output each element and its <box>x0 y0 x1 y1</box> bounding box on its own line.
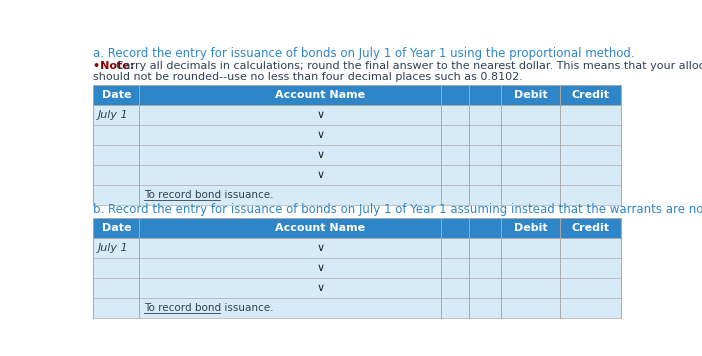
Text: To record bond issuance.: To record bond issuance. <box>144 303 273 313</box>
Text: Debit: Debit <box>514 223 548 233</box>
Bar <box>93 85 621 105</box>
Text: should not be rounded--use no less than four decimal places such as 0.8102.: should not be rounded--use no less than … <box>93 72 523 82</box>
Bar <box>93 298 621 318</box>
Text: ∨: ∨ <box>317 263 324 273</box>
Text: b. Record the entry for issuance of bonds on July 1 of Year 1 assuming instead t: b. Record the entry for issuance of bond… <box>93 203 702 216</box>
Bar <box>93 145 621 165</box>
Text: ∨: ∨ <box>317 150 324 160</box>
Bar <box>93 185 621 205</box>
Text: •Note:: •Note: <box>93 61 138 70</box>
Text: a. Record the entry for issuance of bonds on July 1 of Year 1 using the proporti: a. Record the entry for issuance of bond… <box>93 47 635 60</box>
Text: ∨: ∨ <box>317 130 324 140</box>
Text: ∨: ∨ <box>317 243 324 253</box>
Text: Account Name: Account Name <box>275 223 366 233</box>
Bar <box>93 125 621 145</box>
Text: ∨: ∨ <box>317 110 324 120</box>
Text: Credit: Credit <box>571 90 609 100</box>
Text: ∨: ∨ <box>317 283 324 293</box>
Text: Account Name: Account Name <box>275 90 366 100</box>
Bar <box>93 165 621 185</box>
Text: July 1: July 1 <box>98 110 128 120</box>
Text: Debit: Debit <box>514 90 548 100</box>
Text: Credit: Credit <box>571 223 609 233</box>
Text: To record bond issuance.: To record bond issuance. <box>144 190 273 200</box>
Text: July 1: July 1 <box>98 243 128 253</box>
Text: Date: Date <box>102 223 131 233</box>
Bar <box>93 258 621 278</box>
Bar <box>93 105 621 125</box>
Bar <box>93 278 621 298</box>
Text: Date: Date <box>102 90 131 100</box>
Bar <box>93 218 621 238</box>
Bar <box>93 238 621 258</box>
Text: Carry all decimals in calculations; round the final answer to the nearest dollar: Carry all decimals in calculations; roun… <box>116 61 702 70</box>
Text: ∨: ∨ <box>317 170 324 180</box>
